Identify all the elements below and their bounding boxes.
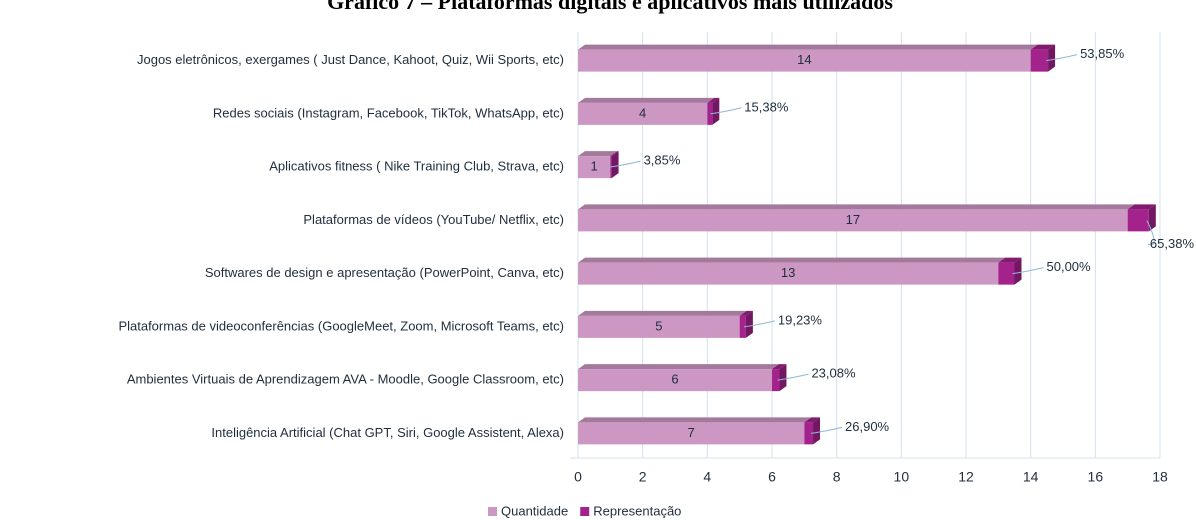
- bar: [578, 422, 805, 445]
- x-tick-label: 18: [1152, 469, 1168, 485]
- legend-swatch: [488, 507, 497, 516]
- leader-line: [1046, 54, 1078, 62]
- bar: [578, 262, 999, 285]
- value-label: 1: [591, 159, 598, 174]
- bar: [1030, 49, 1049, 72]
- leader-line: [810, 426, 843, 434]
- value-label: 19,23%: [778, 312, 823, 327]
- bar: [707, 102, 713, 125]
- legend-label: Quantidade: [501, 503, 568, 518]
- y-tick-label: Plataformas de videoconferências (Google…: [118, 318, 564, 333]
- value-label: 53,85%: [1080, 46, 1125, 61]
- bar-side: [611, 151, 619, 179]
- bar: [578, 49, 1031, 72]
- value-label: 15,38%: [744, 99, 789, 114]
- leader-line: [743, 320, 775, 328]
- x-tick-label: 10: [894, 469, 910, 485]
- bar: [578, 102, 708, 125]
- bar-side: [712, 97, 720, 125]
- bar: [578, 209, 1128, 232]
- x-tick-label: 12: [958, 469, 974, 485]
- bar: [772, 369, 780, 392]
- value-label: 7: [688, 425, 695, 440]
- y-tick-label: Ambientes Virtuais de Aprendizagem AVA -…: [127, 372, 564, 387]
- value-label: 23,08%: [811, 366, 856, 381]
- leader-line: [609, 160, 641, 168]
- bar-side: [1014, 257, 1022, 285]
- bar-top: [610, 151, 619, 157]
- value-label: 14: [797, 52, 811, 67]
- leader-line: [1012, 267, 1044, 275]
- legend-swatch: [580, 507, 590, 516]
- bar-side: [1148, 204, 1156, 232]
- bar: [998, 262, 1015, 285]
- value-label: 5: [655, 318, 662, 333]
- x-tick-label: 6: [768, 469, 776, 485]
- x-tick-label: 2: [639, 469, 647, 485]
- bar-top: [578, 364, 779, 370]
- bar-top: [772, 364, 787, 370]
- leader-line: [777, 373, 809, 381]
- y-tick-label: Softwares de design e apresentação (Powe…: [205, 265, 564, 280]
- x-tick-label: 16: [1088, 469, 1104, 485]
- value-label: 4: [639, 105, 646, 120]
- value-label: 6: [671, 372, 678, 387]
- bar: [739, 315, 746, 338]
- y-tick-label: Redes sociais (Instagram, Facebook, TikT…: [213, 105, 564, 120]
- x-tick-label: 0: [574, 469, 582, 485]
- value-label: 3,85%: [644, 153, 681, 168]
- value-label: 13: [781, 265, 795, 280]
- bar-side: [745, 310, 753, 338]
- bar-side: [813, 417, 821, 445]
- bar-top: [578, 257, 1006, 263]
- chart-title: Gráfico 7 – Plataformas digitais e aplic…: [327, 0, 893, 14]
- value-label: 26,90%: [845, 419, 890, 434]
- bar-top: [578, 204, 1135, 210]
- bar-top: [998, 257, 1022, 263]
- bar-top: [1030, 44, 1056, 50]
- bar-top: [1127, 204, 1156, 210]
- bar-top: [578, 44, 1038, 50]
- bar-side: [779, 364, 787, 392]
- x-tick-label: 8: [833, 469, 841, 485]
- bar-side: [1048, 44, 1056, 72]
- y-tick-label: Plataformas de vídeos (YouTube/ Netflix,…: [303, 212, 564, 227]
- bar: [578, 156, 611, 179]
- bar-top: [578, 417, 812, 423]
- bar: [1127, 209, 1149, 232]
- leader-line: [710, 107, 742, 115]
- bar-top: [804, 417, 821, 423]
- bar-top: [707, 97, 720, 103]
- value-label: 65,38%: [1150, 236, 1195, 251]
- y-tick-label: Inteligência Artificial (Chat GPT, Siri,…: [211, 425, 564, 440]
- bar-top: [578, 97, 715, 103]
- value-label: 17: [846, 212, 860, 227]
- bar-top: [578, 310, 747, 316]
- bar: [578, 369, 772, 392]
- y-tick-label: Jogos eletrônicos, exergames ( Just Danc…: [137, 52, 564, 67]
- leader-line: [1146, 220, 1155, 246]
- x-tick-label: 14: [1023, 469, 1039, 485]
- bar: [804, 422, 814, 445]
- bar: [578, 315, 740, 338]
- bar-top: [578, 151, 618, 157]
- value-label: 50,00%: [1047, 259, 1092, 274]
- y-tick-label: Aplicativos fitness ( Nike Training Club…: [269, 159, 564, 174]
- legend-label: Representação: [593, 503, 681, 518]
- x-tick-label: 4: [703, 469, 711, 485]
- bar-top: [739, 310, 753, 316]
